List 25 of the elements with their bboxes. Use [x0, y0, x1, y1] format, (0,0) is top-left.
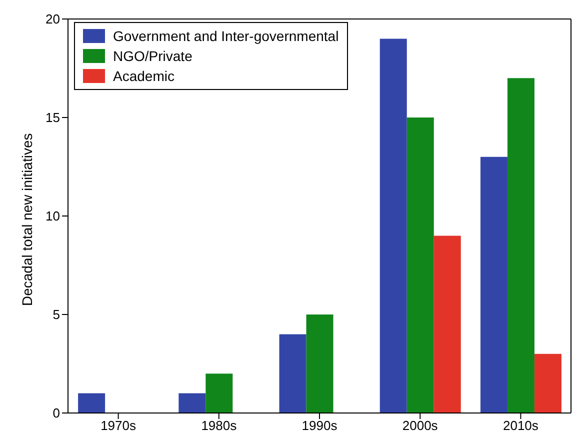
bar: [406, 118, 434, 413]
y-axis-title: Decadal total new initiatives: [18, 133, 35, 306]
bar: [206, 374, 233, 413]
legend-label: Government and Inter-governmental: [113, 27, 339, 46]
x-tick-label: 1970s: [100, 418, 137, 434]
bar: [279, 334, 306, 413]
bar: [534, 354, 562, 413]
bar: [306, 314, 334, 413]
bar: [178, 393, 206, 413]
y-tick-label: 15: [46, 110, 60, 126]
y-tick-label: 5: [52, 307, 60, 322]
x-tick-label: 2000s: [402, 418, 438, 434]
bar: [380, 38, 407, 413]
bar: [78, 393, 106, 413]
y-tick-label: 20: [46, 12, 60, 27]
legend-label: Academic: [113, 67, 174, 86]
y-tick-label: 0: [52, 406, 60, 421]
x-tick-label: 1990s: [302, 418, 338, 434]
bar: [434, 236, 461, 413]
bar: [507, 78, 534, 413]
legend-label: NGO/Private: [113, 47, 192, 66]
y-tick-label: 10: [46, 208, 60, 224]
x-tick-label: 1980s: [201, 418, 238, 434]
x-tick-label: 2010s: [502, 418, 539, 434]
bar: [480, 156, 508, 413]
